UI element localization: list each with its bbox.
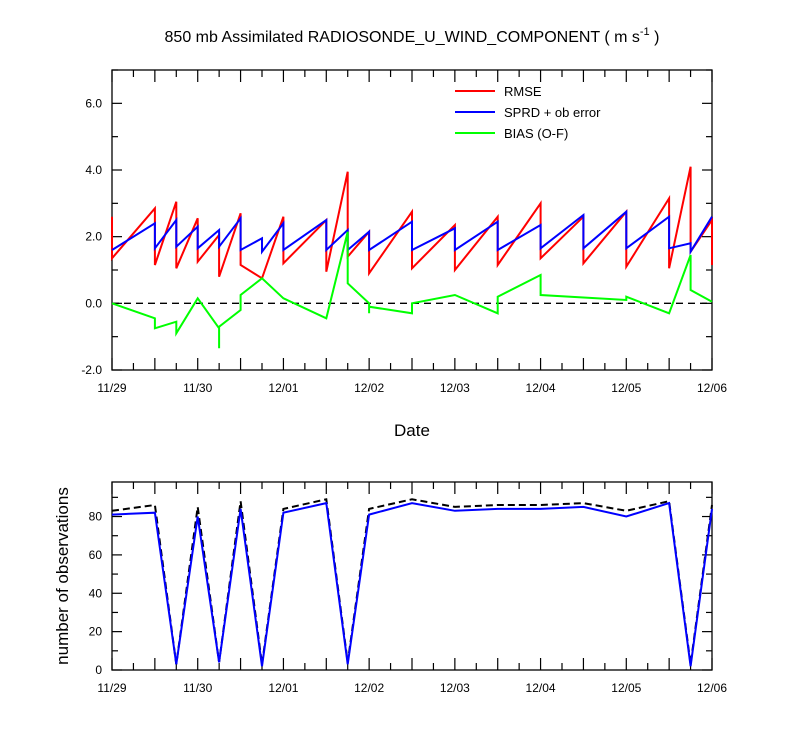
x-tick-label: 12/01 [268,381,298,395]
x-tick-label: 12/01 [268,681,298,695]
title-close: ) [650,29,660,46]
series-line-assimilated-observations [111,501,713,667]
x-tick-label: 11/30 [183,381,212,395]
x-tick-label: 12/04 [526,381,556,395]
title-units-exponent: -1 [640,26,650,38]
title-main: 850 mb Assimilated RADIOSONDE_U_WIND_COM… [165,29,640,46]
y-tick-label: 40 [89,586,103,600]
y-tick-label: 20 [89,625,103,639]
x-tick-label: 12/05 [611,381,641,395]
top-panel: 11/29 11/30 12/01 12/02 12/03 12/04 12/05 12/06… [81,69,727,440]
y-tick-label: 60 [89,548,103,562]
y-tick-label: 0 [95,663,102,677]
series-line-possible-observations [111,498,713,665]
x-axis-title: Date [394,421,430,440]
y-tick-label: -2.0 [81,363,102,377]
x-tick-label: 12/03 [440,681,470,695]
x-tick-label: 12/06 [697,681,727,695]
bottom-panel: 11/29 11/30 12/01 12/02 12/03 12/04 12/05 12/06… [53,481,727,695]
y-tick-label: 4.0 [85,163,102,177]
y-tick-label: 0.0 [85,296,102,310]
legend: RMSE SPRD + ob error BIAS (O-F) [455,84,601,141]
x-tick-label: 12/02 [354,381,384,395]
series-line-bias-o-f [111,231,713,349]
x-tick-label: 11/30 [183,681,212,695]
series-line-sprd-ob-error [111,209,713,256]
x-tick-label: 11/29 [97,681,126,695]
legend-label: BIAS (O-F) [504,126,568,141]
y-axis-title: number of observations [53,487,72,665]
x-tick-label: 12/05 [611,681,641,695]
x-tick-label: 12/06 [697,381,727,395]
x-tick-label: 12/03 [440,381,470,395]
y-tick-label: 6.0 [85,96,102,110]
chart-title: 850 mb Assimilated RADIOSONDE_U_WIND_COM… [165,26,660,46]
x-tick-label: 11/29 [97,381,126,395]
legend-label: SPRD + ob error [504,105,601,120]
y-tick-label: 80 [89,510,103,524]
legend-label: RMSE [504,84,542,99]
x-tick-label: 12/04 [526,681,556,695]
y-tick-label: 2.0 [85,230,102,244]
x-tick-label: 12/02 [354,681,384,695]
